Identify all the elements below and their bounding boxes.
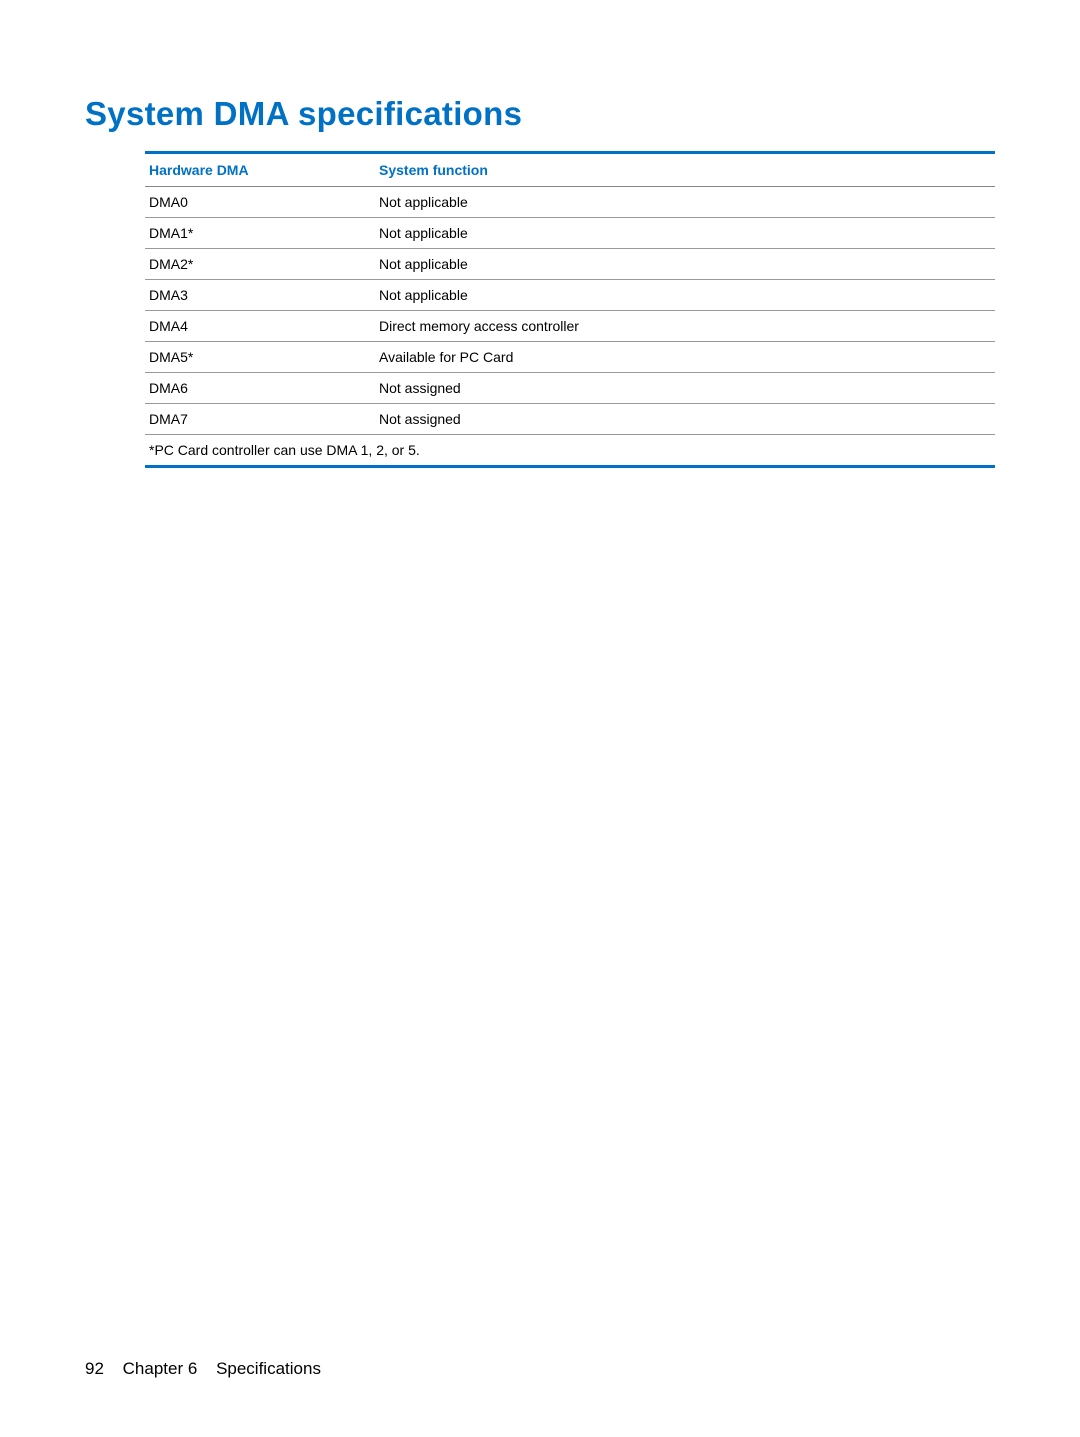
cell-function: Direct memory access controller [375,311,995,342]
cell-function: Available for PC Card [375,342,995,373]
cell-function: Not applicable [375,249,995,280]
cell-hardware: DMA0 [145,187,375,218]
cell-function: Not applicable [375,218,995,249]
table-row: DMA7 Not assigned [145,404,995,435]
cell-hardware: DMA7 [145,404,375,435]
cell-hardware: DMA6 [145,373,375,404]
dma-table-container: Hardware DMA System function DMA0 Not ap… [145,151,995,468]
cell-hardware: DMA2* [145,249,375,280]
table-row: DMA6 Not assigned [145,373,995,404]
page-number: 92 [85,1359,104,1378]
col-header-hardware: Hardware DMA [145,153,375,187]
table-row: DMA0 Not applicable [145,187,995,218]
cell-function: Not assigned [375,373,995,404]
table-row: DMA4 Direct memory access controller [145,311,995,342]
table-row: DMA1* Not applicable [145,218,995,249]
dma-table: Hardware DMA System function DMA0 Not ap… [145,151,995,468]
page-footer: 92 Chapter 6 Specifications [85,1359,321,1379]
page-heading: System DMA specifications [85,95,995,133]
col-header-function: System function [375,153,995,187]
cell-hardware: DMA4 [145,311,375,342]
cell-hardware: DMA3 [145,280,375,311]
table-header-row: Hardware DMA System function [145,153,995,187]
section-label: Specifications [216,1359,321,1378]
table-footnote: *PC Card controller can use DMA 1, 2, or… [145,435,995,467]
cell-function: Not applicable [375,187,995,218]
cell-function: Not applicable [375,280,995,311]
table-footnote-row: *PC Card controller can use DMA 1, 2, or… [145,435,995,467]
cell-function: Not assigned [375,404,995,435]
table-row: DMA2* Not applicable [145,249,995,280]
cell-hardware: DMA1* [145,218,375,249]
table-row: DMA5* Available for PC Card [145,342,995,373]
chapter-label: Chapter 6 [123,1359,198,1378]
table-row: DMA3 Not applicable [145,280,995,311]
cell-hardware: DMA5* [145,342,375,373]
